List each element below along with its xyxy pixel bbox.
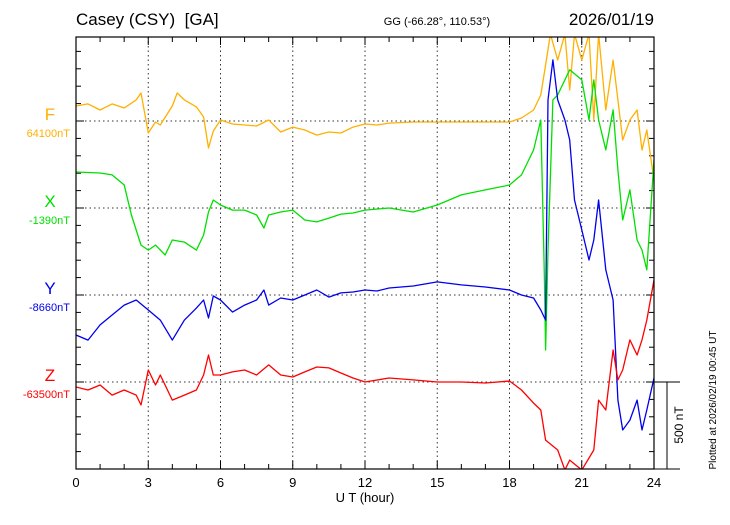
x-tick-label: 0 [72,475,79,490]
series-name-x: X [44,192,55,211]
x-tick-labels: 0 3 6 9 12 15 18 21 24 [72,475,661,490]
grid [76,37,654,469]
series-baseline-f: 64100nT [27,128,71,140]
x-tick-label: 12 [358,475,372,490]
x-tick-label: 24 [647,475,661,490]
x-tick-label: 9 [289,475,296,490]
plotted-at-footer: Plotted at 2026/02/19 00:45 UT [708,331,719,470]
series-name-y: Y [44,279,55,298]
series-labels: F 64100nT X -1390nT Y -8660nT Z -63500nT [23,105,70,401]
chart-date: 2026/01/19 [569,10,654,29]
x-axis-label: U T (hour) [336,490,395,505]
series-lines [76,37,654,469]
x-tick-label: 15 [430,475,444,490]
x-tick-label: 18 [502,475,516,490]
series-baseline-z: -63500nT [23,389,70,401]
scale-bar: 500 nT [654,381,686,470]
series-baseline-x: -1390nT [29,215,70,227]
series-line-y [76,59,654,431]
x-tick-label: 6 [217,475,224,490]
series-line-x [76,69,654,351]
x-tick-label: 3 [145,475,152,490]
series-line-z [76,279,654,469]
series-name-f: F [45,105,55,124]
series-baseline-y: -8660nT [29,302,70,314]
scale-bar-label: 500 nT [672,406,686,444]
chart-title: Casey (CSY) [GA] [76,10,219,29]
series-name-z: Z [45,366,55,385]
chart-coords: GG (-66.28°, 110.53°) [384,16,490,28]
x-tick-label: 21 [575,475,589,490]
plot-frame [75,36,655,470]
